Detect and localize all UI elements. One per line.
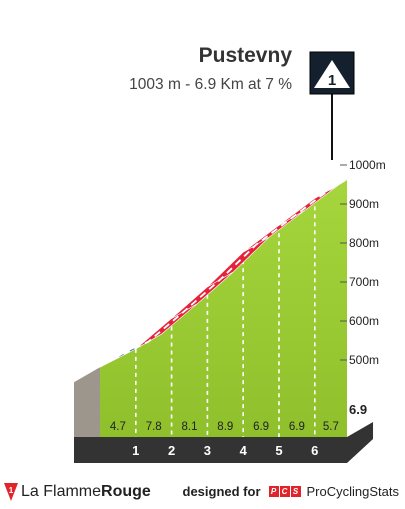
km-label: 6 [311,443,318,458]
km-label: 3 [204,443,211,458]
km-label: 2 [168,443,175,458]
gradient-label: 8.9 [217,421,233,433]
km-label: 4 [240,443,248,458]
end-distance-label: 6.9 [349,402,367,417]
altitude-label: 700m [349,275,379,289]
profile-front-face [100,178,348,437]
pcs-letter-p: P [268,486,279,497]
svg-text:1: 1 [9,486,14,495]
brand-rouge: Rouge [101,483,151,500]
gradient-label: 4.7 [110,421,126,433]
gradient-labels: 4.7 7.8 8.1 8.9 6.9 6.9 5.7 [110,421,339,433]
gradient-label: 6.9 [289,421,305,433]
procyclingstats-label: ProCyclingStats [306,484,399,499]
climb-summary: 1003 m - 6.9 Km at 7 % [129,76,292,93]
gradient-label: 5.7 [323,421,339,433]
pcs-logo-icon: P C S [268,486,302,497]
altitude-label: 600m [349,314,379,328]
profile-base [74,367,100,437]
km-labels: 1 2 3 4 5 6 [132,443,318,458]
category-badge: 1 [309,51,355,160]
designed-for-label: designed for [182,484,261,499]
climb-title: Pustevny [198,44,292,67]
altitude-label: 1000m [349,158,386,172]
profile-left-face [74,367,100,437]
pcs-letter-s: S [290,486,301,497]
altitude-label: 900m [349,197,379,211]
altitude-label: 500m [349,353,379,367]
gradient-label: 8.1 [182,421,198,433]
km-label: 5 [275,443,282,458]
brand-la-flamme: La Flamme [21,483,102,500]
gradient-label: 7.8 [146,421,162,433]
altitude-label: 800m [349,236,379,250]
km-label: 1 [132,443,139,458]
category-badge-number: 1 [328,72,336,89]
flamme-rouge-flag-icon: 1 [4,483,18,501]
gradient-label: 6.9 [253,421,269,433]
altitude-axis: 6.9 1000m 900m 800m 700m 600m 500m [340,158,386,417]
ground-strip-face [74,422,374,463]
km-guides [135,198,316,437]
designed-for-credit: designed for P C S ProCyclingStats [183,484,400,499]
profile-face [100,178,348,437]
road-segments [99,163,374,368]
ground-strip [74,422,374,463]
laflammerouge-brand: 1 La Flamme Rouge [4,482,151,502]
pcs-letter-c: C [279,486,290,497]
road-centre-line [112,170,361,361]
